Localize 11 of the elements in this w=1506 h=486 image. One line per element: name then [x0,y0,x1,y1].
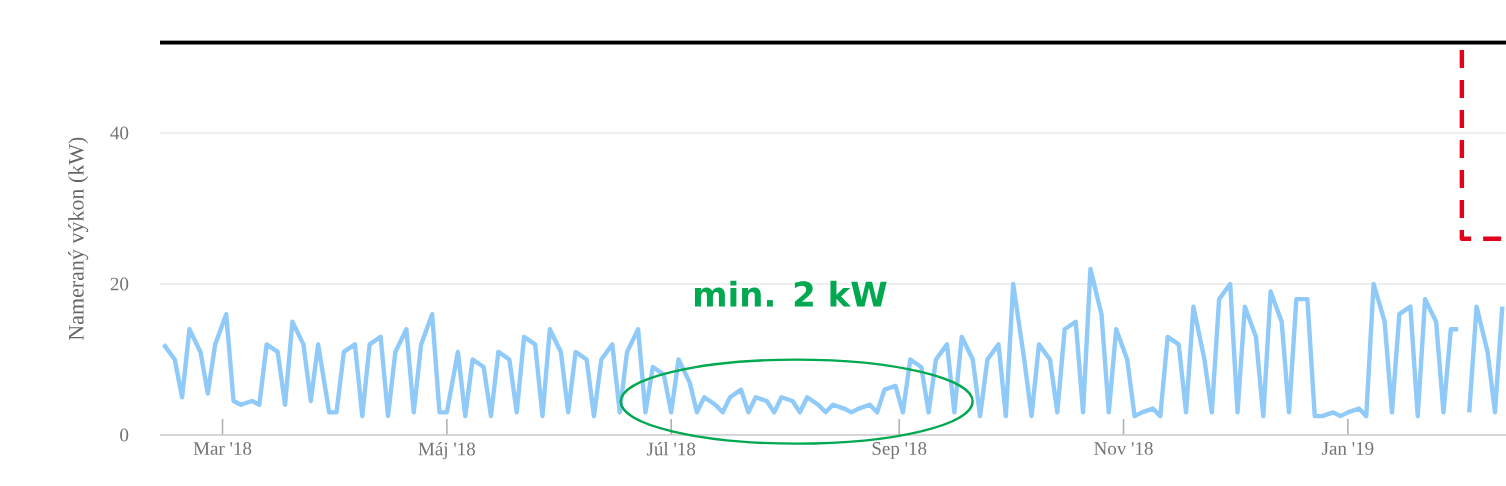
y-tick-label: 0 [120,428,129,442]
y-axis-title: Nameraný výkon (kW) [68,137,89,341]
x-tick-label: Júl '18 [646,442,696,456]
annotation: min. 2 kW [694,280,887,307]
x-tick-label: Máj '18 [418,442,476,460]
x-tick-label: Nov '18 [1094,442,1153,455]
y-tick-label: 40 [110,126,129,140]
x-tick-label: Mar '18 [193,442,252,455]
x-tick-label: Jan '19 [1322,442,1374,455]
y-tick-label: 20 [110,277,129,291]
x-tick-label: Sep '18 [872,442,927,459]
